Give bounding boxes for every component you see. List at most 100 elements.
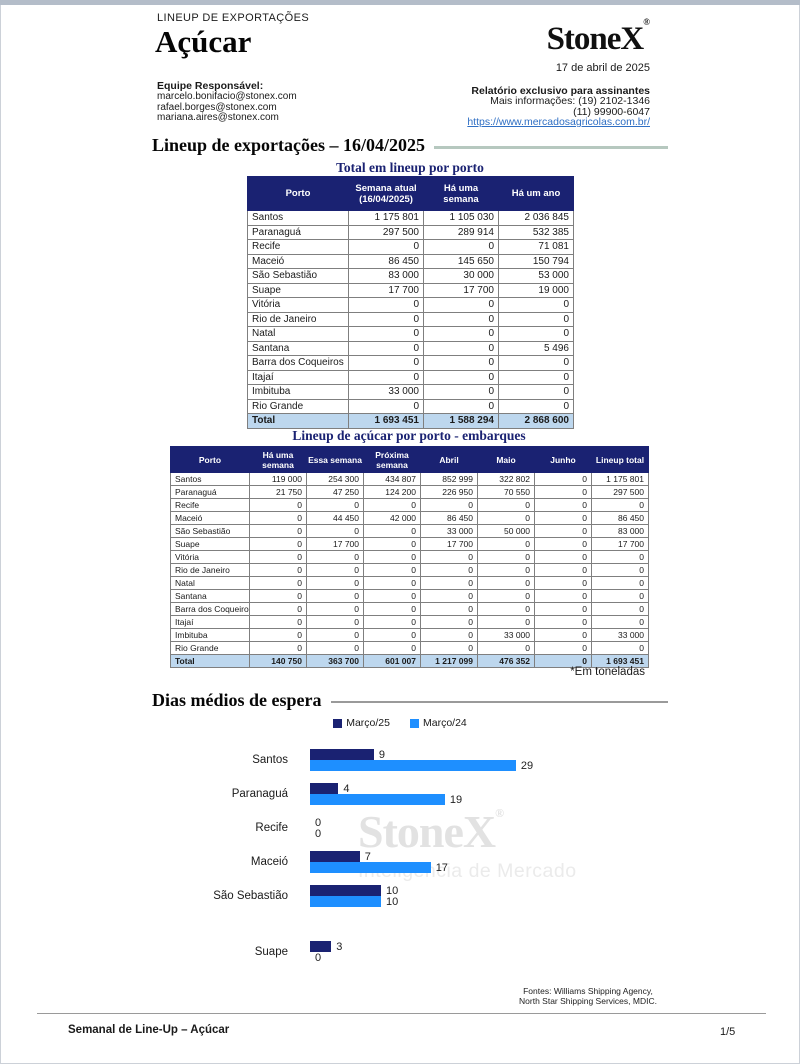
value-cell: 0 <box>348 340 424 356</box>
value-cell: 0 <box>249 615 307 629</box>
value-cell: 0 <box>423 311 499 327</box>
value-cell: 150 794 <box>498 253 574 269</box>
total-lineup-table-body: Santos 1 175 801 1 105 030 2 036 845 Paranag… <box>247 210 574 429</box>
value-cell: 0 <box>363 641 421 655</box>
shipments-table-body: Santos 119 000 254 300 434 807 852 999 322 80… <box>170 472 649 668</box>
value-cell: 47 250 <box>306 485 364 499</box>
table-row: Rio Grande 0 0 0 <box>247 398 574 414</box>
chart-row: Maceió 7 17 <box>160 851 640 874</box>
shipments-table-head: Porto Há uma semana Essa semana Próxima sem… <box>170 446 649 473</box>
value-cell: 0 <box>363 537 421 551</box>
port-cell: Barra dos Coqueiros <box>247 355 349 371</box>
value-cell: 0 <box>306 602 364 616</box>
legend-swatch-marco25 <box>333 718 343 728</box>
table-row: Recife 0 0 71 081 <box>247 239 574 255</box>
page-border-left <box>0 5 1 1064</box>
value-cell: 0 <box>249 576 307 590</box>
value-cell: 1 693 451 <box>348 413 424 429</box>
value-cell: 2 868 600 <box>498 413 574 429</box>
column-header: Abril <box>420 446 478 473</box>
value-cell: 0 <box>534 602 592 616</box>
value-cell: 0 <box>534 498 592 512</box>
value-cell: 44 450 <box>306 511 364 525</box>
value-cell: 289 914 <box>423 224 499 240</box>
value-cell: 0 <box>306 550 364 564</box>
value-cell: 0 <box>420 576 478 590</box>
bar-value-label: 10 <box>386 884 399 897</box>
contact-block: Relatório exclusivo para assinantes Mais… <box>467 86 650 128</box>
port-cell: Natal <box>247 326 349 342</box>
column-header: Semana atual (16/04/2025) <box>348 176 424 211</box>
value-cell: 145 650 <box>423 253 499 269</box>
table-row: Santana 0 0 0 0 0 0 0 <box>170 589 649 603</box>
port-cell: Santos <box>247 210 349 226</box>
port-cell: Maceió <box>247 253 349 269</box>
value-cell: 83 000 <box>348 268 424 284</box>
value-cell: 17 700 <box>348 282 424 298</box>
table-row: Itajaí 0 0 0 0 0 0 0 <box>170 615 649 629</box>
bar-value-label: 19 <box>449 793 463 806</box>
value-cell: 17 700 <box>420 537 478 551</box>
value-cell: 0 <box>477 589 535 603</box>
value-cell: 0 <box>534 654 592 668</box>
value-cell: 0 <box>249 524 307 538</box>
value-cell: 0 <box>534 524 592 538</box>
value-cell: 0 <box>249 537 307 551</box>
value-cell: 5 496 <box>498 340 574 356</box>
value-cell: 86 450 <box>591 511 649 525</box>
port-cell: Suape <box>247 282 349 298</box>
value-cell: 0 <box>477 511 535 525</box>
port-cell: Recife <box>247 239 349 255</box>
legend-item-marco25: Março/25 <box>333 717 390 729</box>
value-cell: 0 <box>534 511 592 525</box>
table-row: Vitória 0 0 0 0 0 0 0 <box>170 550 649 564</box>
port-cell: Paranaguá <box>247 224 349 240</box>
value-cell: 0 <box>591 641 649 655</box>
port-cell: Santos <box>170 472 250 486</box>
chart-category-label: Paranaguá <box>231 788 288 800</box>
value-cell: 70 550 <box>477 485 535 499</box>
column-header: Há uma semana <box>423 176 499 211</box>
value-cell: 0 <box>534 485 592 499</box>
value-cell: 0 <box>591 576 649 590</box>
table2-title: Lineup de açúcar por porto - embarques <box>292 428 526 443</box>
value-cell: 0 <box>363 550 421 564</box>
value-cell: 0 <box>498 326 574 342</box>
chart-bar-group: 10 10 <box>310 884 640 908</box>
value-cell: 434 807 <box>363 472 421 486</box>
sources-note: Fontes: Williams Shipping Agency, North … <box>478 986 698 1006</box>
value-cell: 0 <box>534 576 592 590</box>
value-cell: 17 700 <box>306 537 364 551</box>
value-cell: 0 <box>363 602 421 616</box>
table-row: Recife 0 0 0 0 0 0 0 <box>170 498 649 512</box>
value-cell: 0 <box>348 297 424 313</box>
value-cell: 532 385 <box>498 224 574 240</box>
value-cell: 1 588 294 <box>423 413 499 429</box>
port-cell: Imbituba <box>247 384 349 400</box>
table-total-row: Total 1 693 451 1 588 294 2 868 600 <box>247 413 574 429</box>
value-cell: 0 <box>591 602 649 616</box>
chart-section-title: Dias médios de espera <box>152 690 322 710</box>
bar-value-label: 0 <box>315 827 322 840</box>
port-cell: Santana <box>170 589 250 603</box>
value-cell: 0 <box>477 602 535 616</box>
value-cell: 0 <box>534 550 592 564</box>
value-cell: 0 <box>477 641 535 655</box>
value-cell: 0 <box>591 563 649 577</box>
table-row: Paranaguá 21 750 47 250 124 200 226 950 70 55… <box>170 485 649 499</box>
bar-Março/24 <box>310 896 381 907</box>
table-row: Santana 0 0 5 496 <box>247 340 574 356</box>
chart-bar-group: 7 17 <box>310 851 640 874</box>
chart-row: Recife 0 0 <box>160 817 640 840</box>
website-link[interactable]: https://www.mercadosagricolas.com.br/ <box>467 116 650 129</box>
port-cell: Rio de Janeiro <box>170 563 250 577</box>
bar-Março/24 <box>310 794 445 805</box>
table-row: Paranaguá 297 500 289 914 532 385 <box>247 224 574 240</box>
value-cell: 0 <box>420 628 478 642</box>
port-cell: Natal <box>170 576 250 590</box>
table-row: Vitória 0 0 0 <box>247 297 574 313</box>
value-cell: 0 <box>534 641 592 655</box>
value-cell: 83 000 <box>591 524 649 538</box>
value-cell: 0 <box>498 384 574 400</box>
subscriber-note: Relatório exclusivo para assinantes <box>471 85 650 97</box>
